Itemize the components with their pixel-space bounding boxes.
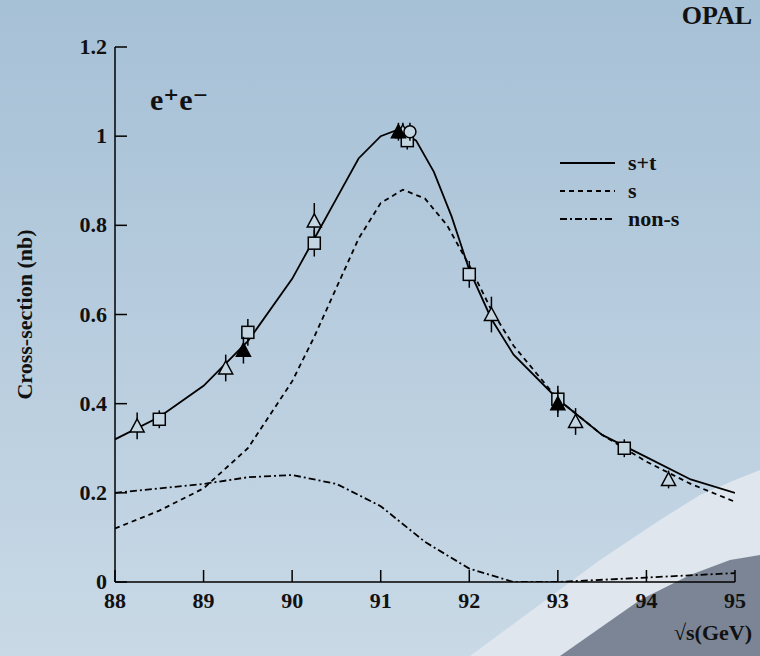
x-tick-label: 94 bbox=[635, 588, 657, 613]
legend-swatch bbox=[560, 162, 615, 164]
marker bbox=[242, 326, 254, 338]
marker bbox=[662, 472, 676, 485]
marker bbox=[130, 419, 144, 432]
legend-swatch bbox=[560, 190, 615, 192]
y-tick bbox=[115, 46, 127, 48]
marker bbox=[307, 214, 321, 227]
x-tick bbox=[380, 570, 382, 582]
data-point bbox=[404, 123, 416, 141]
x-tick bbox=[734, 570, 736, 582]
data-point bbox=[618, 439, 630, 457]
marker bbox=[219, 361, 233, 374]
x-tick-label: 92 bbox=[458, 588, 480, 613]
y-tick-label: 1.2 bbox=[80, 34, 108, 59]
x-axis-title: √s(GeV) bbox=[674, 620, 752, 645]
x-tick bbox=[291, 570, 293, 582]
data-point bbox=[484, 297, 498, 333]
x-tick bbox=[114, 570, 116, 582]
x-tick-label: 95 bbox=[724, 588, 746, 613]
marker bbox=[551, 397, 565, 410]
x-tick-label: 93 bbox=[547, 588, 569, 613]
x-tick bbox=[646, 570, 648, 582]
y-tick-label: 1 bbox=[96, 123, 107, 148]
data-point bbox=[662, 471, 676, 489]
y-axis-title: Cross-section (nb) bbox=[12, 229, 37, 399]
mountain bbox=[470, 470, 760, 656]
background bbox=[0, 0, 760, 656]
marker bbox=[463, 268, 475, 280]
data-point bbox=[569, 408, 583, 435]
legend-label: non-s bbox=[628, 206, 680, 231]
legend-swatch bbox=[560, 218, 615, 220]
y-tick-label: 0.2 bbox=[80, 480, 108, 505]
data-point bbox=[552, 386, 564, 413]
data-point bbox=[551, 390, 565, 417]
data-point bbox=[308, 230, 320, 257]
series-line bbox=[115, 475, 735, 582]
y-tick bbox=[115, 135, 127, 137]
y-tick-label: 0.4 bbox=[80, 391, 108, 416]
series-line bbox=[115, 190, 735, 529]
x-tick bbox=[203, 570, 205, 582]
marker bbox=[618, 442, 630, 454]
x-tick bbox=[469, 570, 471, 582]
legend-label: s+t bbox=[628, 150, 657, 175]
x-tick bbox=[557, 570, 559, 582]
plot-area bbox=[115, 123, 735, 582]
legend: s+t s non-s bbox=[560, 150, 680, 231]
y-tick-label: 0 bbox=[96, 569, 107, 594]
y-tick bbox=[115, 314, 127, 316]
x-tick-label: 89 bbox=[193, 588, 215, 613]
x-tick-label: 88 bbox=[104, 588, 126, 613]
marker bbox=[308, 237, 320, 249]
y-tick bbox=[115, 581, 127, 583]
marker bbox=[153, 413, 165, 425]
y-tick bbox=[115, 403, 127, 405]
y-tick-label: 0.8 bbox=[80, 212, 108, 237]
data-point bbox=[236, 337, 250, 364]
series-line bbox=[115, 129, 735, 492]
mountain-shade bbox=[560, 555, 760, 656]
marker bbox=[484, 308, 498, 321]
y-tick-label: 0.6 bbox=[80, 302, 108, 327]
annotation: e⁺e⁻ bbox=[150, 83, 208, 116]
title: OPAL bbox=[682, 1, 752, 30]
x-axis-line bbox=[115, 581, 735, 583]
marker bbox=[236, 343, 250, 356]
data-point bbox=[153, 410, 165, 428]
axes: 88 89 90 91 92 93 94 95 0 0.2 0.4 0.6 0.8 1 1.2 bbox=[80, 34, 747, 613]
x-tick-label: 90 bbox=[281, 588, 303, 613]
data-point bbox=[463, 261, 475, 288]
legend-label: s bbox=[628, 178, 637, 203]
chart: 88 89 90 91 92 93 94 95 0 0.2 0.4 0.6 0.8 1 1.2 OPAL e⁺e… bbox=[0, 0, 760, 656]
marker bbox=[404, 126, 416, 138]
y-tick bbox=[115, 225, 127, 227]
marker bbox=[569, 415, 583, 428]
data-point bbox=[219, 355, 233, 382]
data-point bbox=[130, 413, 144, 440]
x-tick-label: 91 bbox=[370, 588, 392, 613]
